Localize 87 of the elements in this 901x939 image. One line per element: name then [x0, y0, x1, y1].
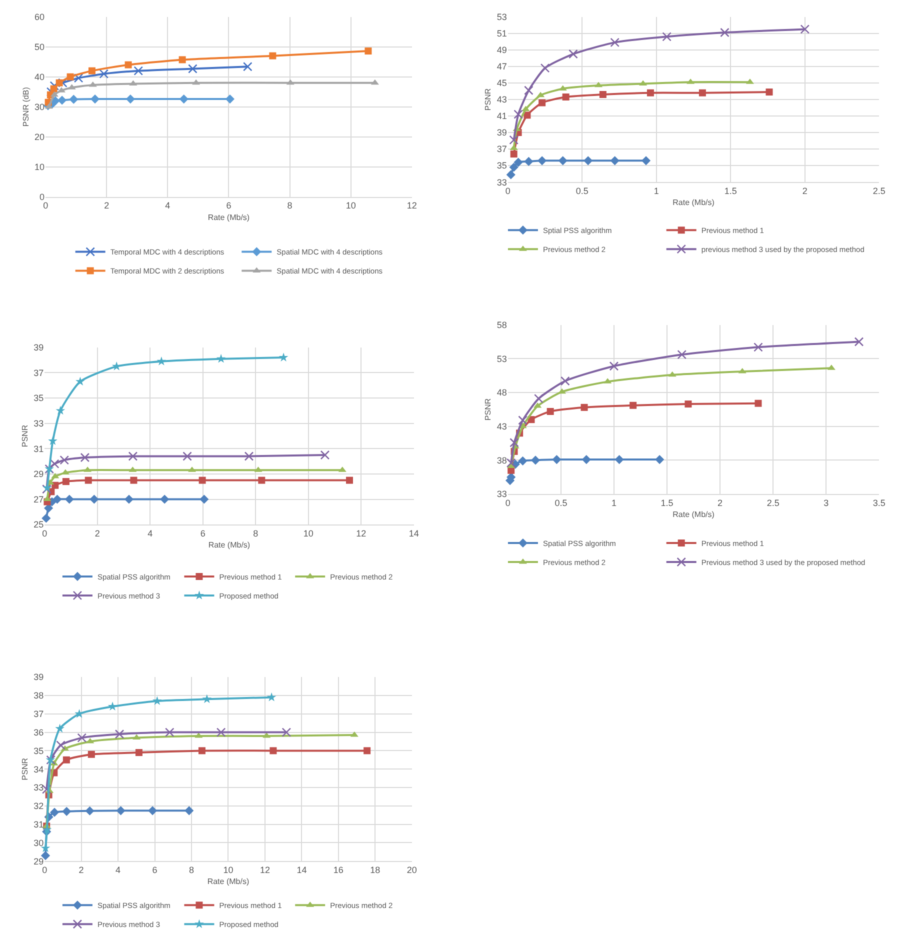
- y-axis-title: PSNR (dB): [21, 86, 30, 127]
- y-axis-title: PSNR: [484, 88, 493, 111]
- x-tick-label: 1.5: [660, 498, 674, 508]
- x-tick-label: 6: [226, 200, 232, 211]
- y-tick-label: 49: [496, 45, 507, 56]
- x-tick-label: 2: [94, 528, 100, 538]
- x-tick-label: 16: [333, 864, 344, 875]
- y-tick-label: 10: [34, 162, 45, 172]
- y-tick-label: 53: [496, 354, 507, 364]
- x-axis-title: Rate (Mb/s): [207, 877, 250, 886]
- y-tick-label: 20: [34, 132, 45, 142]
- y-tick-label: 38: [496, 455, 507, 466]
- y-tick-label: 27: [34, 494, 44, 504]
- x-tick-label: 2.5: [872, 186, 886, 196]
- y-tick-label: 60: [34, 12, 45, 22]
- y-tick-label: 34: [34, 764, 44, 774]
- x-tick-label: 12: [406, 200, 417, 211]
- x-tick-label: 6: [200, 528, 206, 538]
- y-tick-label: 29: [34, 856, 44, 866]
- y-axis-title: PSNR: [20, 758, 30, 780]
- x-tick-label: 14: [408, 528, 419, 538]
- y-tick-label: 41: [496, 111, 507, 122]
- y-tick-label: 47: [496, 62, 507, 72]
- x-tick-label: 4: [148, 528, 153, 538]
- x-axis-title: Rate (Mb/s): [672, 510, 715, 519]
- x-tick-label: 1: [654, 186, 659, 196]
- x-axis-title: Rate (Mb/s): [672, 198, 715, 208]
- x-tick-label: 8: [287, 200, 292, 211]
- x-tick-label: 10: [303, 528, 314, 538]
- x-tick-label: 14: [296, 864, 307, 875]
- y-tick-label: 32: [34, 801, 44, 812]
- x-tick-label: 12: [356, 528, 366, 538]
- y-tick-label: 48: [496, 388, 507, 398]
- y-tick-label: 25: [34, 520, 44, 530]
- y-tick-label: 37: [496, 144, 507, 154]
- x-tick-label: 18: [370, 864, 380, 875]
- x-tick-label: 8: [253, 528, 258, 538]
- y-tick-label: 29: [34, 469, 44, 480]
- y-tick-label: 36: [34, 727, 44, 738]
- y-tick-label: 37: [34, 709, 44, 720]
- y-tick-label: 30: [34, 838, 44, 848]
- y-tick-label: 39: [34, 342, 44, 353]
- x-tick-label: 10: [346, 200, 356, 211]
- y-tick-label: 45: [496, 78, 507, 88]
- y-tick-label: 37: [34, 368, 44, 378]
- x-tick-label: 2: [802, 186, 808, 196]
- x-tick-label: 3.5: [872, 498, 886, 508]
- y-tick-label: 39: [34, 672, 44, 682]
- x-tick-label: 0.5: [576, 186, 588, 196]
- y-tick-label: 53: [496, 12, 507, 22]
- x-tick-label: 1: [611, 498, 616, 508]
- y-tick-label: 38: [34, 690, 44, 701]
- x-tick-label: 10: [223, 864, 234, 875]
- x-tick-label: 8: [188, 864, 194, 875]
- y-tick-label: 51: [496, 28, 507, 38]
- y-tick-label: 33: [34, 418, 44, 428]
- y-tick-label: 40: [34, 72, 45, 82]
- y-tick-label: 35: [34, 393, 44, 404]
- y-axis-title: PSNR: [20, 424, 30, 448]
- y-tick-label: 39: [496, 128, 507, 138]
- y-tick-label: 50: [34, 42, 45, 52]
- x-tick-label: 2.5: [766, 498, 780, 508]
- y-tick-label: 35: [496, 160, 507, 171]
- x-tick-label: 20: [406, 864, 417, 875]
- x-tick-label: 1.5: [724, 186, 737, 196]
- y-tick-label: 33: [34, 782, 44, 793]
- x-tick-label: 2: [78, 864, 84, 875]
- y-tick-label: 0: [40, 192, 45, 202]
- y-tick-label: 58: [496, 320, 507, 330]
- y-tick-label: 43: [496, 94, 507, 105]
- y-tick-label: 35: [34, 746, 44, 756]
- x-tick-label: 4: [116, 864, 121, 875]
- x-tick-label: 2: [104, 200, 110, 211]
- x-axis-title: Rate (Mb/s): [208, 540, 250, 550]
- x-tick-label: 2: [718, 498, 723, 508]
- y-tick-label: 30: [34, 102, 45, 112]
- x-tick-label: 3: [824, 498, 829, 508]
- y-tick-label: 43: [496, 422, 507, 432]
- x-axis-title: Rate (Mb/s): [208, 212, 250, 222]
- x-tick-label: 4: [165, 200, 170, 211]
- x-tick-label: 12: [260, 864, 270, 875]
- y-axis-title: PSNR: [484, 398, 493, 421]
- y-tick-label: 33: [496, 489, 507, 500]
- x-tick-label: 6: [152, 864, 158, 875]
- y-tick-label: 33: [496, 177, 507, 188]
- x-tick-label: 0.5: [554, 498, 568, 508]
- y-tick-label: 31: [34, 444, 44, 454]
